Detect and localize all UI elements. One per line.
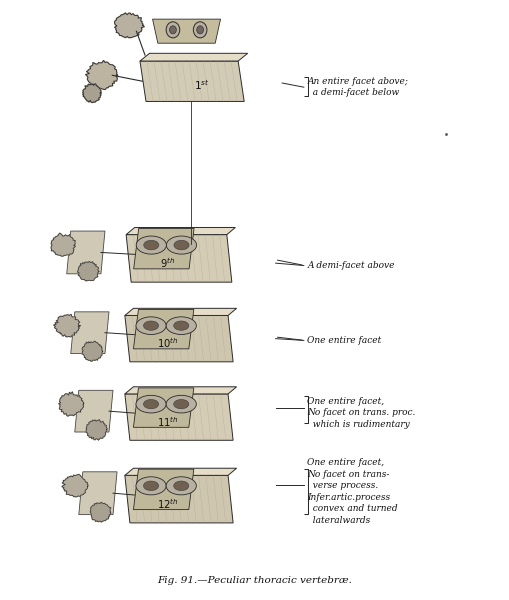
Polygon shape (126, 227, 235, 235)
Ellipse shape (174, 481, 189, 491)
Text: One entire facet,
No facet on trans. proc.
  which is rudimentary: One entire facet, No facet on trans. pro… (307, 397, 416, 429)
Polygon shape (82, 341, 103, 361)
Polygon shape (62, 475, 88, 497)
Polygon shape (140, 61, 244, 101)
Polygon shape (125, 468, 237, 475)
Ellipse shape (136, 477, 166, 495)
Polygon shape (77, 262, 99, 281)
Text: $11^{th}$: $11^{th}$ (157, 415, 178, 429)
Polygon shape (125, 475, 233, 523)
Polygon shape (126, 235, 232, 282)
Text: One entire facet: One entire facet (307, 336, 382, 345)
Text: $9^{th}$: $9^{th}$ (160, 256, 175, 270)
Ellipse shape (166, 477, 196, 495)
Text: A demi-facet above: A demi-facet above (307, 261, 395, 270)
Ellipse shape (166, 22, 180, 38)
Polygon shape (125, 308, 237, 316)
Ellipse shape (144, 400, 159, 409)
Polygon shape (115, 13, 144, 38)
Ellipse shape (136, 317, 166, 334)
Polygon shape (82, 84, 101, 103)
Polygon shape (79, 472, 117, 515)
Polygon shape (71, 312, 109, 353)
Polygon shape (86, 61, 118, 89)
Ellipse shape (144, 241, 159, 250)
Ellipse shape (166, 236, 196, 254)
Text: $10^{th}$: $10^{th}$ (157, 337, 178, 350)
Ellipse shape (174, 241, 189, 250)
Ellipse shape (197, 26, 204, 34)
Ellipse shape (169, 26, 176, 34)
Ellipse shape (136, 395, 166, 413)
Ellipse shape (144, 321, 159, 330)
Polygon shape (134, 229, 194, 269)
Polygon shape (125, 387, 237, 394)
Polygon shape (133, 310, 194, 349)
Ellipse shape (166, 317, 196, 334)
Text: One entire facet,
No facet on trans-
  verse process.
Infer.artic.process
  conv: One entire facet, No facet on trans- ver… (307, 458, 398, 524)
Polygon shape (140, 53, 248, 61)
Polygon shape (133, 388, 194, 427)
Polygon shape (51, 233, 75, 256)
Polygon shape (67, 231, 105, 274)
Ellipse shape (174, 400, 189, 409)
Text: $1^{st}$: $1^{st}$ (194, 78, 209, 92)
Polygon shape (125, 316, 233, 362)
Polygon shape (53, 314, 80, 337)
Polygon shape (133, 469, 194, 509)
Polygon shape (86, 420, 107, 440)
Ellipse shape (136, 236, 166, 254)
Ellipse shape (144, 481, 159, 491)
Ellipse shape (166, 395, 196, 413)
Ellipse shape (193, 22, 207, 38)
Polygon shape (125, 394, 233, 440)
Text: An entire facet above;
  a demi-facet below: An entire facet above; a demi-facet belo… (307, 77, 408, 97)
Text: $12^{th}$: $12^{th}$ (157, 497, 178, 511)
Polygon shape (75, 390, 113, 432)
Polygon shape (59, 392, 84, 416)
Ellipse shape (174, 321, 189, 330)
Polygon shape (90, 502, 111, 522)
Polygon shape (153, 19, 220, 43)
Text: Fig. 91.—Peculiar thoracic vertebræ.: Fig. 91.—Peculiar thoracic vertebræ. (157, 577, 352, 586)
